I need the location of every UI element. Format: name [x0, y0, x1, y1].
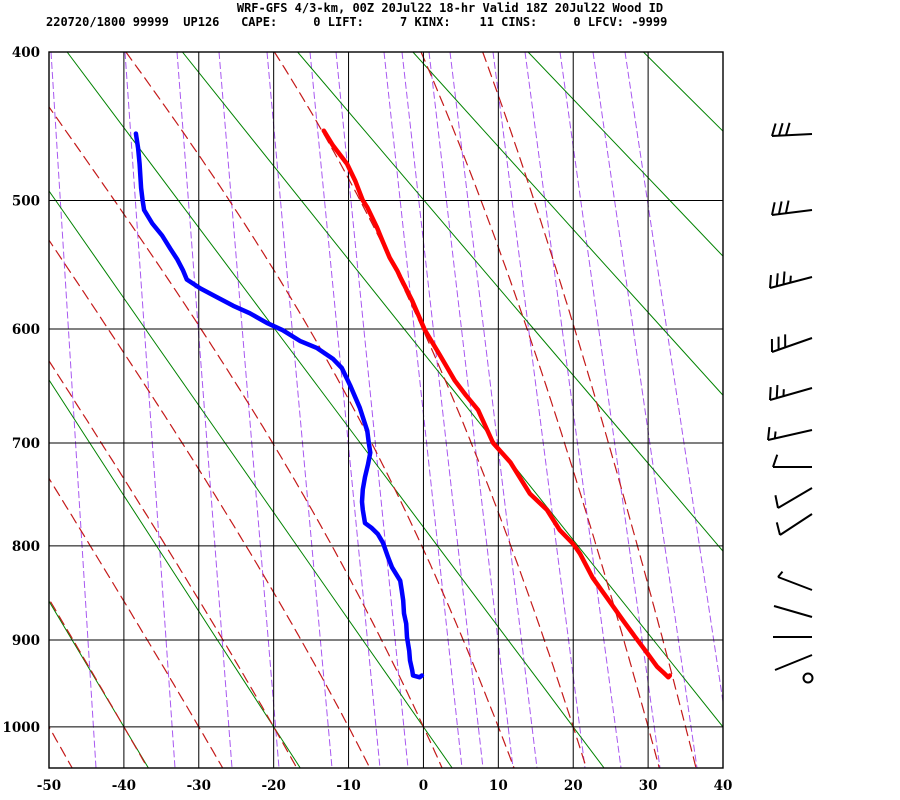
wind-barbs — [767, 122, 814, 684]
pressure-tick-label: 600 — [12, 322, 40, 338]
moist-adiabats — [49, 52, 697, 768]
temperature-tick-label: 30 — [639, 778, 658, 794]
pressure-tick-label: 400 — [12, 45, 40, 61]
temperature-trace — [321, 128, 673, 680]
temperature-tick-label: -30 — [187, 778, 211, 794]
calm-wind-circle — [802, 672, 814, 684]
pressure-tick-label: 700 — [12, 436, 40, 452]
pressure-tick-label: 800 — [12, 539, 40, 555]
pressure-tick-label: 1000 — [2, 720, 40, 736]
temperature-tick-label: -10 — [336, 778, 360, 794]
temperature-tick-label: -20 — [261, 778, 285, 794]
grid — [48, 51, 724, 769]
pressure-tick-label: 500 — [12, 193, 40, 209]
chart-title: WRF-GFS 4/3-km, 00Z 20Jul22 18-hr Valid … — [236, 1, 664, 15]
pressure-tick-label: 900 — [12, 633, 40, 649]
temperature-tick-label: 20 — [564, 778, 583, 794]
axis-labels: 400 500 600 700 800 900 1000 -50 -40 -30 -20 -10 0 10… — [2, 45, 732, 794]
temperature-tick-label: 10 — [489, 778, 508, 794]
temperature-tick-label: 40 — [714, 778, 733, 794]
temperature-tick-label: -50 — [37, 778, 61, 794]
stability-indices-line: 220720/1800 99999 UP126 CAPE: 0 LIFT: 7 … — [46, 15, 668, 29]
dewpoint-trace — [133, 131, 425, 680]
temperature-tick-label: 0 — [419, 778, 428, 794]
temperature-tick-label: -40 — [112, 778, 136, 794]
